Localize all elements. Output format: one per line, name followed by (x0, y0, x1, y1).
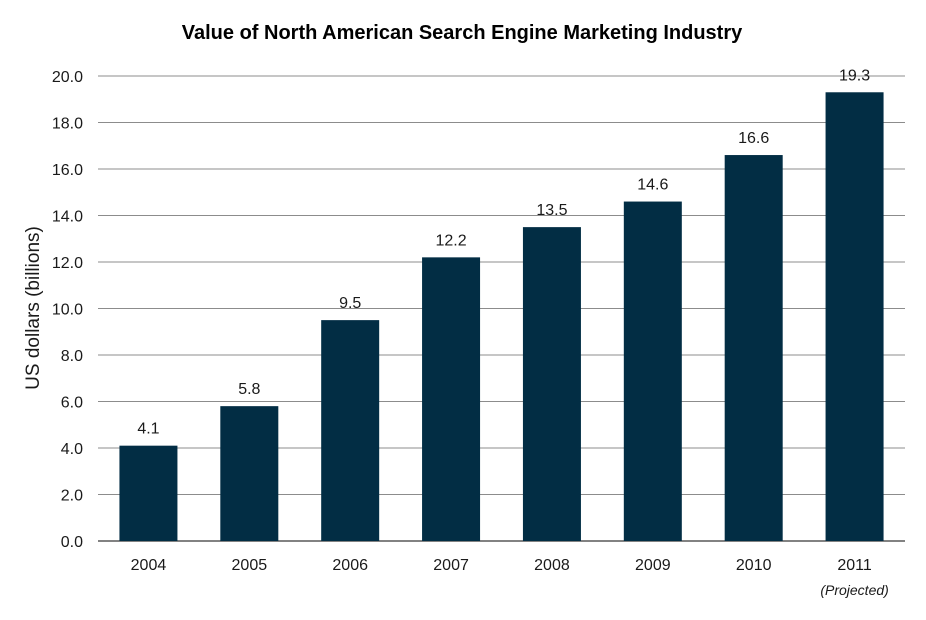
bar-2005 (220, 406, 279, 541)
y-tick-label: 6.0 (61, 395, 83, 412)
y-tick-labels: 0.0 2.0 4.0 6.0 8.0 10.0 12.0 14.0 16.0 18.0 20.0 (52, 69, 83, 551)
y-axis-label: US dollars (billions) (23, 226, 44, 390)
data-label: 13.5 (536, 202, 567, 219)
y-tick-label: 20.0 (52, 69, 83, 86)
data-label: 5.8 (238, 381, 260, 398)
bar-2006 (321, 320, 380, 541)
data-label: 14.6 (637, 177, 668, 194)
x-tick-label: 2008 (534, 557, 570, 574)
bar-2010 (724, 155, 783, 542)
bars (119, 92, 884, 542)
bar-2004 (119, 445, 178, 541)
y-tick-label: 8.0 (61, 348, 83, 365)
y-tick-label: 10.0 (52, 302, 83, 319)
data-label: 16.6 (738, 130, 769, 147)
x-tick-label: 2006 (332, 557, 368, 574)
bar-2011 (825, 92, 884, 542)
bar-2007 (422, 257, 481, 541)
gridlines (98, 75, 905, 542)
x-tick-labels: 2004 2005 2006 2007 2008 2009 2010 2011 (Project… (131, 557, 889, 598)
chart-title: Value of North American Search Engine Ma… (182, 22, 743, 44)
bar-2009 (623, 201, 682, 542)
y-tick-label: 14.0 (52, 209, 83, 226)
y-tick-label: 0.0 (61, 534, 83, 551)
data-labels: 4.1 5.8 9.5 12.2 13.5 14.6 16.6 19.3 (137, 67, 870, 437)
x-tick-note: (Projected) (820, 582, 888, 598)
y-tick-label: 2.0 (61, 488, 83, 505)
data-label: 12.2 (435, 232, 466, 249)
x-tick-label: 2011 (837, 557, 872, 574)
bar-2008 (522, 227, 581, 541)
y-tick-label: 16.0 (52, 162, 83, 179)
x-tick-label: 2005 (232, 557, 268, 574)
y-tick-label: 18.0 (52, 116, 83, 133)
x-tick-label: 2010 (736, 557, 772, 574)
y-tick-label: 4.0 (61, 441, 83, 458)
data-label: 4.1 (137, 421, 159, 438)
y-tick-label: 12.0 (52, 255, 83, 272)
data-label: 9.5 (339, 295, 361, 312)
x-tick-label: 2004 (131, 557, 167, 574)
data-label: 19.3 (839, 67, 870, 84)
x-tick-label: 2009 (635, 557, 671, 574)
x-tick-label: 2007 (433, 557, 469, 574)
